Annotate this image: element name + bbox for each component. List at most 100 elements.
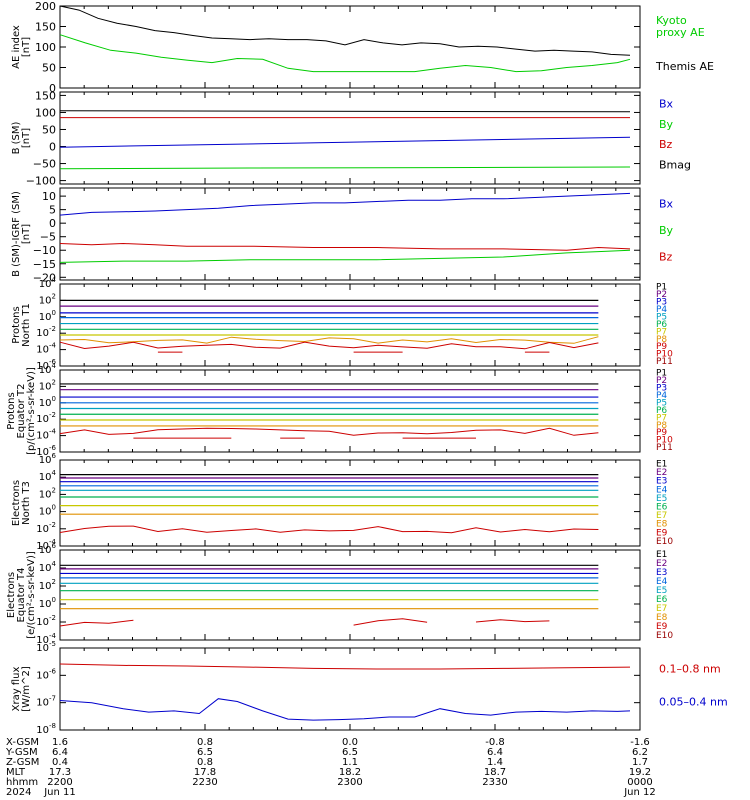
- legend-entry: By: [659, 118, 674, 131]
- legend-entry: Bmag: [659, 159, 691, 172]
- y-tick-exponent: -2: [49, 325, 56, 333]
- y-tick-base: 10: [36, 725, 49, 736]
- series-line: [59, 110, 631, 113]
- y-tick-exponent: -7: [49, 695, 56, 703]
- y-tick-base: 10: [36, 670, 49, 681]
- series-line: [59, 166, 631, 170]
- legend-entry: E8: [656, 613, 668, 623]
- y-tick-base: 10: [36, 447, 49, 458]
- x-axis-row-value: 1.7: [632, 757, 648, 768]
- y-axis-title-line: AE index: [11, 25, 22, 69]
- x-axis-row-value: Jun 11: [43, 787, 76, 798]
- legend-entry: E6: [656, 595, 668, 605]
- y-tick-base: 10: [36, 617, 49, 628]
- y-tick-base: 10: [39, 381, 52, 392]
- y-tick-exponent: 6: [52, 452, 57, 460]
- y-tick-label: 10-4: [36, 538, 56, 552]
- y-tick-label: 50: [42, 123, 56, 136]
- x-axis-row-value: 0.4: [52, 757, 68, 768]
- legend-entry: By: [659, 224, 674, 237]
- x-axis-row-value: Jun 12: [623, 787, 656, 798]
- y-tick-base: 10: [39, 545, 52, 556]
- y-tick-base: 10: [39, 398, 52, 409]
- legend-entry: E7: [656, 604, 667, 614]
- y-tick-exponent: 0: [52, 504, 56, 512]
- y-tick-label: 100: [35, 41, 56, 54]
- panel-2: −100 −50 0 50 100 150 B (SM) [nT] Bx By Bz Bmag: [11, 89, 691, 187]
- y-tick-label: 10-2: [36, 325, 56, 339]
- y-tick-label: 104: [39, 276, 57, 290]
- panel-frame: [59, 459, 641, 547]
- x-axis-row-value: 17.3: [49, 767, 71, 778]
- legend-entry: proxy AE: [656, 26, 705, 39]
- series-line: [59, 663, 631, 670]
- y-tick-label: −50: [33, 158, 56, 171]
- legend-entry: E2: [656, 559, 667, 569]
- y-tick-exponent: -2: [49, 521, 56, 529]
- legend-entry: P1: [656, 283, 667, 293]
- y-tick-exponent: 2: [52, 292, 56, 300]
- y-tick-label: 102: [39, 486, 56, 500]
- x-axis-row-value: 6.4: [487, 747, 503, 758]
- y-tick-label: 102: [39, 292, 56, 306]
- legend-entry: 0.05–0.4 nm: [659, 695, 728, 708]
- y-tick-exponent: -4: [49, 342, 57, 350]
- y-axis-title-line: B (SM): [11, 121, 22, 154]
- y-tick-exponent: 4: [52, 362, 57, 370]
- y-tick-base: 10: [39, 507, 52, 518]
- y-tick-exponent: 0: [52, 309, 56, 317]
- legend-entry: 0.1–0.8 nm: [659, 663, 721, 676]
- y-tick-base: 10: [36, 643, 49, 654]
- y-tick-label: 104: [39, 560, 57, 574]
- y-tick-label: 104: [39, 469, 57, 483]
- y-axis-title-line: Protons: [11, 306, 22, 343]
- y-tick-label: 0: [49, 217, 56, 230]
- y-tick-base: 10: [39, 312, 52, 323]
- y-axis-title-line: [nT]: [21, 37, 32, 57]
- y-tick-base: 10: [39, 563, 52, 574]
- panel-frame: [59, 5, 641, 89]
- legend-entry: E9: [656, 622, 668, 632]
- x-axis-row-value: 0000: [627, 777, 652, 788]
- series-line: [59, 336, 599, 344]
- y-tick-exponent: -5: [49, 640, 56, 648]
- x-axis-row-value: 2230: [192, 777, 217, 788]
- series-line: [59, 525, 599, 534]
- legend-entry: P7: [656, 413, 667, 423]
- y-axis-title-line: Electrons: [6, 572, 17, 618]
- y-tick-label: 0: [49, 82, 56, 95]
- x-axis-row-label: hhmm: [6, 777, 38, 788]
- y-tick-label: 100: [39, 504, 56, 518]
- y-tick-label: 10-6: [36, 358, 56, 372]
- y-tick-label: −20: [33, 271, 56, 284]
- y-axis-title-line: [nT]: [21, 224, 32, 244]
- y-tick-label: 10-8: [36, 722, 56, 736]
- legend-entry: P3: [656, 384, 667, 394]
- y-tick-label: 5: [49, 204, 56, 217]
- legend-entry: E6: [656, 502, 668, 512]
- y-tick-label: 10-2: [36, 411, 56, 425]
- legend-entry: E1: [656, 459, 667, 469]
- y-tick-label: 200: [35, 0, 56, 13]
- series-line: [59, 242, 631, 251]
- y-tick-label: 100: [39, 596, 56, 610]
- legend-entry: P9: [656, 428, 667, 438]
- x-axis-row-value: 1.6: [52, 737, 68, 748]
- legend-entry: E10: [656, 631, 673, 641]
- x-axis-row-label: Z-GSM: [6, 757, 39, 768]
- legend-entry: P8: [656, 421, 667, 431]
- y-axis-title-line: Protons: [6, 392, 17, 429]
- y-tick-label: 106: [39, 542, 57, 556]
- y-tick-exponent: -6: [49, 444, 57, 452]
- legend-entry: P7: [656, 327, 667, 337]
- series-line: [59, 192, 631, 216]
- y-tick-label: 10-5: [36, 640, 56, 654]
- y-tick-label: −10: [33, 244, 56, 257]
- legend-entry: Bx: [659, 97, 674, 110]
- y-axis-title-line: [e/(cm²-s-sr-keV)]: [26, 551, 37, 639]
- x-axis-row-value: -0.8: [485, 737, 505, 748]
- y-tick-label: 150: [35, 21, 56, 34]
- y-tick-label: 10-2: [36, 614, 56, 628]
- x-axis-row-value: 1.1: [342, 757, 358, 768]
